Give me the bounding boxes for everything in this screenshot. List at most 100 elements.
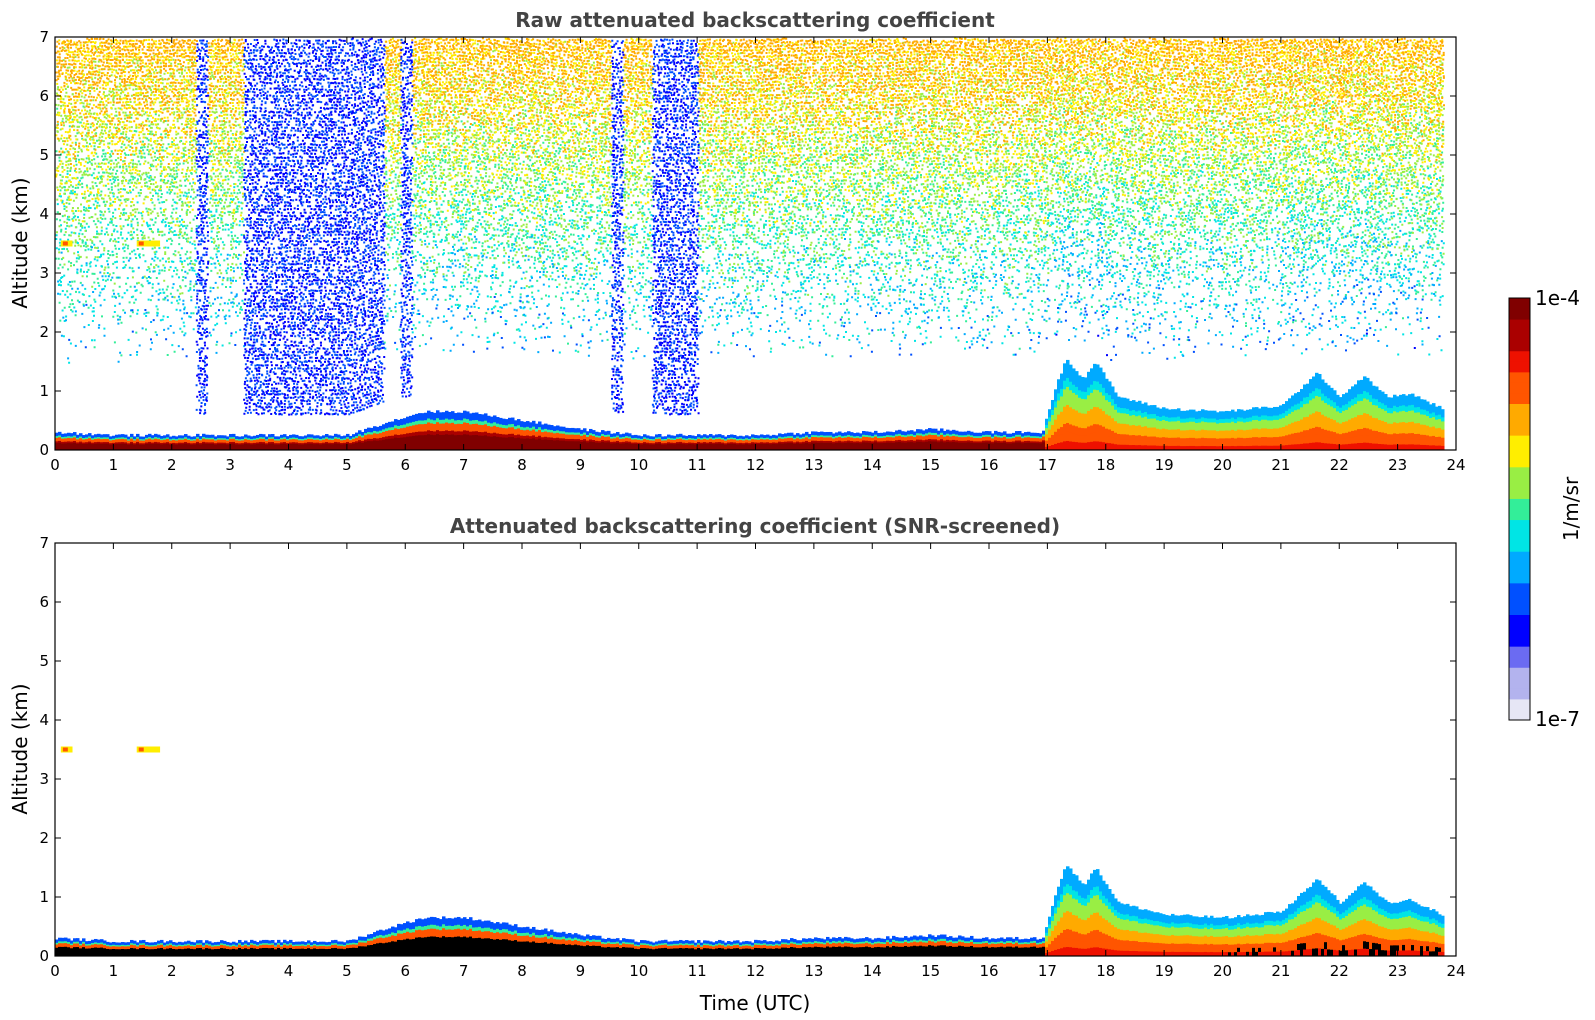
bl-cell: [1234, 426, 1238, 432]
bl-cell: [1075, 434, 1079, 443]
bl-cell: [244, 442, 248, 445]
bl-cell: [595, 437, 599, 440]
bl-cell: [892, 448, 896, 450]
bl-cell: [748, 441, 752, 444]
bl-cell: [1105, 407, 1109, 416]
bl-cell: [1297, 444, 1301, 450]
bl-cell: [94, 446, 98, 450]
chart-title: Attenuated backscattering coefficient (S…: [450, 514, 1060, 538]
bl-cell: [1270, 445, 1274, 450]
bl-cell: [745, 444, 749, 447]
bl-cell: [208, 446, 212, 450]
bl-cell: [1231, 437, 1235, 443]
bl-cell: [1042, 430, 1046, 434]
bl-cell: [55, 434, 59, 437]
bl-cell: [64, 446, 68, 449]
bl-cell: [583, 434, 587, 438]
bl-cell: [994, 446, 998, 449]
bl-cell: [1315, 419, 1319, 428]
bl-cell: [286, 441, 290, 444]
bl-cell: [955, 440, 959, 443]
bl-cell: [1258, 412, 1262, 418]
bl-cell: [775, 435, 779, 438]
bl-cell: [682, 448, 686, 450]
bl-cell: [814, 435, 818, 438]
bl-cell: [538, 441, 542, 445]
bl-cell: [1159, 416, 1163, 422]
bl-cell: [826, 442, 830, 446]
bl-cell: [988, 438, 992, 442]
bl-cell: [1021, 434, 1025, 438]
bl-cell: [826, 431, 830, 435]
bl-cell: [613, 439, 617, 443]
bl-cell: [1024, 442, 1028, 446]
bl-cell: [1207, 434, 1211, 439]
bl-cell: [1261, 437, 1265, 442]
bl-cell: [922, 440, 926, 443]
bl-cell: [499, 433, 503, 438]
bl-cell: [265, 437, 269, 440]
bl-cell: [1150, 405, 1154, 411]
bl-cell: [784, 435, 788, 438]
bl-cell: [955, 444, 959, 447]
bl-cell: [676, 440, 680, 443]
bl-cell: [1441, 441, 1445, 447]
bl-cell: [517, 446, 521, 450]
bl-cell: [115, 953, 119, 956]
bl-cell: [388, 424, 392, 429]
bl-cell: [1180, 426, 1184, 432]
bl-cell: [517, 440, 521, 445]
bl-cell: [766, 437, 770, 440]
bl-cell: [1438, 436, 1442, 442]
bl-cell: [997, 442, 1001, 446]
bl-cell: [616, 435, 620, 439]
y-tick-label: 4: [39, 205, 49, 223]
bl-cell: [271, 445, 275, 448]
bl-cell: [1096, 364, 1100, 374]
bl-cell: [259, 445, 263, 448]
bl-cell: [412, 439, 416, 444]
bl-cell: [943, 430, 947, 434]
bl-cell: [730, 448, 734, 450]
bl-cell: [820, 444, 824, 447]
bl-cell: [442, 446, 446, 450]
bl-cell: [1021, 444, 1025, 448]
bl-cell: [1198, 442, 1202, 447]
bl-cell: [1102, 403, 1106, 412]
bl-cell: [784, 438, 788, 441]
bl-cell: [73, 432, 77, 435]
bl-cell: [1216, 427, 1220, 432]
bl-cell: [766, 446, 770, 450]
bl-cell: [1315, 411, 1319, 420]
bl-cell: [151, 436, 155, 439]
bl-cell: [121, 949, 125, 952]
bl-cell: [1165, 416, 1169, 422]
bl-cell: [118, 446, 122, 450]
bl-cell: [91, 944, 95, 947]
bl-cell: [157, 442, 161, 445]
bl-cell: [745, 441, 749, 444]
bl-cell: [526, 447, 530, 450]
bl-cell: [256, 440, 260, 444]
bl-cell: [1132, 425, 1136, 431]
bl-cell: [454, 438, 458, 444]
bl-cell: [1360, 379, 1364, 388]
bl-cell: [766, 448, 770, 450]
bl-cell: [223, 441, 227, 444]
bl-cell: [1114, 398, 1118, 405]
bl-cell: [1369, 408, 1373, 417]
bl-cell: [394, 419, 398, 423]
bl-cell: [70, 949, 74, 952]
bl-cell: [856, 439, 860, 442]
bl-cell: [436, 422, 440, 427]
bl-cell: [208, 439, 212, 442]
bl-cell: [376, 429, 380, 433]
bl-cell: [313, 444, 317, 447]
bl-cell: [1408, 438, 1412, 446]
bl-cell: [940, 447, 944, 450]
bl-cell: [55, 939, 59, 942]
bl-cell: [694, 436, 698, 439]
bl-cell: [1384, 427, 1388, 434]
bl-cell: [490, 433, 494, 438]
bl-cell: [1081, 442, 1085, 450]
